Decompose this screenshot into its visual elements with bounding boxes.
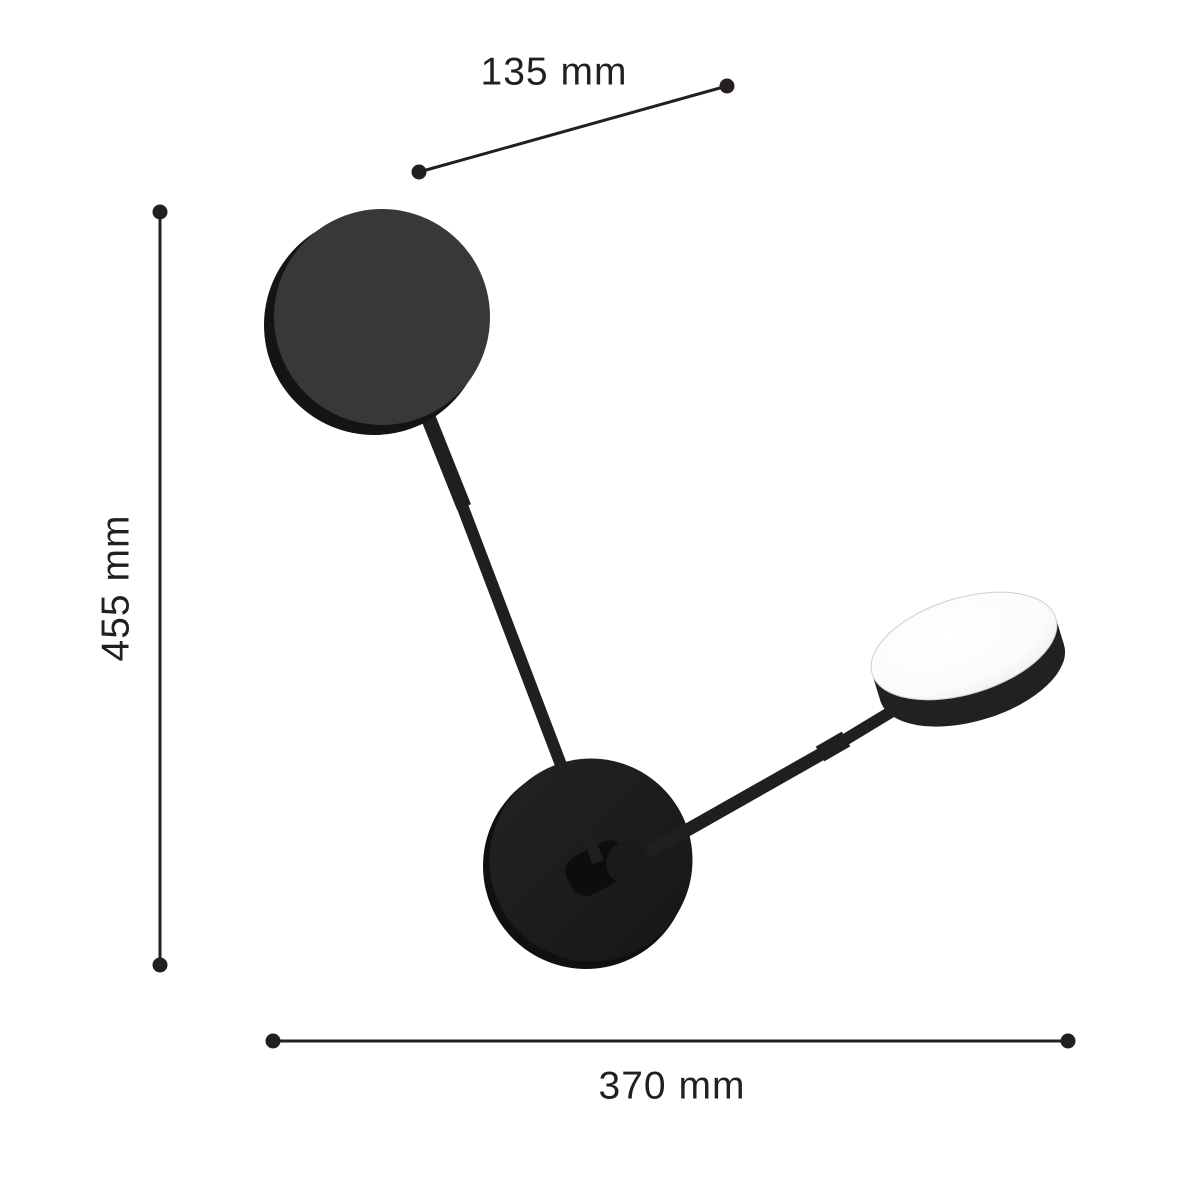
lamp-head — [870, 591, 1066, 727]
bottom-dimension: 370 mm — [265, 1033, 1076, 1108]
upper-arm-sleeve-rod — [419, 409, 471, 510]
lamp-head-diffuser — [870, 591, 1058, 701]
dimension-endpoint-dot — [411, 164, 427, 180]
upper-arm-lower-rod — [454, 497, 604, 865]
dimension-endpoint-dot — [719, 78, 735, 94]
wall-lamp — [264, 209, 1066, 969]
top-dimension-line — [418, 84, 728, 174]
dimension-endpoint-dot — [1060, 1033, 1076, 1049]
left-dimension-label: 455 mm — [95, 515, 138, 662]
dimension-endpoint-dot — [152, 957, 168, 973]
top-dimension: 135 mm — [411, 51, 735, 180]
wall-disc-face — [274, 209, 490, 425]
top-dimension-label: 135 mm — [481, 51, 628, 94]
bottom-dimension-label: 370 mm — [599, 1065, 746, 1108]
dimension-endpoint-dot — [152, 204, 168, 220]
dimension-endpoint-dot — [265, 1033, 281, 1049]
left-dimension: 455 mm — [95, 204, 168, 973]
pivot-cap — [606, 841, 650, 885]
right-arm-rod — [618, 742, 836, 873]
